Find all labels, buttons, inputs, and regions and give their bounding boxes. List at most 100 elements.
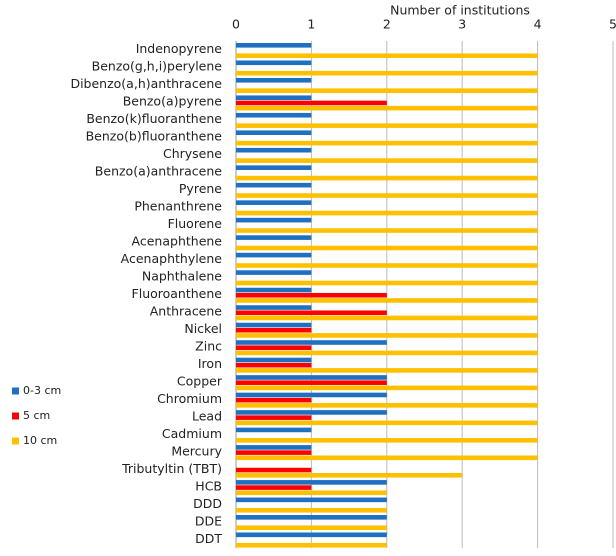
x-tick-label: 2 (383, 17, 391, 32)
bar (236, 270, 312, 275)
category-label: Fluoroanthene (132, 286, 223, 301)
bar (236, 105, 538, 111)
bar (236, 420, 538, 426)
bar (236, 480, 387, 485)
bar (236, 490, 387, 496)
bar (236, 310, 387, 316)
bar (236, 60, 312, 66)
bar (236, 165, 312, 170)
bar (236, 280, 538, 286)
bar (236, 410, 387, 415)
bar (236, 123, 538, 128)
bar (236, 158, 538, 163)
category-label: Benzo(g,h,i)perylene (92, 59, 223, 74)
bar (236, 368, 538, 373)
x-tick-label: 5 (609, 17, 616, 32)
category-label: Chrysene (163, 146, 222, 161)
bar (236, 298, 538, 303)
category-label: Copper (177, 373, 223, 388)
category-label: Benzo(k)fluoranthene (86, 111, 222, 126)
category-label: Mercury (171, 443, 222, 458)
bar (236, 525, 387, 531)
bar (236, 70, 538, 76)
axis-title: Number of institutions (390, 3, 530, 18)
bar (236, 193, 538, 198)
x-tick-label: 4 (534, 17, 542, 32)
category-label: Phenanthrene (134, 199, 222, 214)
bar (236, 305, 312, 310)
bar (236, 53, 538, 58)
bar (236, 392, 387, 398)
bar (236, 542, 387, 548)
bar (236, 375, 387, 380)
category-label: Acenaphthene (132, 234, 223, 249)
category-label: Benzo(a)anthracene (95, 164, 223, 179)
category-label: DDE (195, 513, 222, 528)
bar (236, 315, 538, 321)
bar (236, 397, 312, 403)
category-label: Dibenzo(a,h)anthracene (70, 76, 222, 91)
category-label: Lead (192, 408, 222, 423)
bar (236, 357, 312, 363)
category-label: Anthracene (150, 303, 223, 318)
bar (236, 362, 312, 368)
bar (236, 467, 312, 473)
category-label: DDT (195, 531, 222, 546)
category-label: Acenaphthylene (121, 251, 223, 266)
bar (236, 455, 538, 461)
bar (236, 130, 312, 136)
category-label: Chromium (157, 391, 222, 406)
bar (236, 43, 312, 48)
legend-label: 10 cm (23, 434, 57, 447)
bar (236, 200, 312, 205)
category-label: Benzo(a)pyrene (123, 94, 223, 109)
bar (236, 445, 312, 450)
bar (236, 333, 538, 338)
x-tick-label: 3 (458, 17, 466, 32)
x-tick-label: 0 (232, 17, 240, 32)
bar (236, 287, 312, 293)
category-label: Tributyltin (TBT) (121, 461, 222, 476)
category-label: Benzo(b)fluoranthene (86, 129, 223, 144)
bar (236, 235, 312, 240)
bar (236, 345, 312, 351)
bar (236, 95, 312, 101)
bar (236, 147, 312, 153)
bar (236, 88, 538, 93)
bar (236, 427, 312, 433)
bar (236, 217, 312, 223)
legend-swatch (12, 387, 19, 395)
category-label: Fluorene (168, 216, 223, 231)
category-label: Zinc (195, 338, 222, 353)
bar (236, 327, 312, 333)
bar (236, 532, 387, 538)
bar (236, 507, 387, 513)
bar (236, 100, 387, 106)
category-label: DDD (193, 496, 222, 511)
bar (236, 182, 312, 188)
legend-label: 5 cm (23, 409, 50, 422)
category-label: Cadmium (162, 426, 222, 441)
bar (236, 350, 538, 356)
bar (236, 292, 387, 298)
bar (236, 252, 312, 258)
legend-label: 0-3 cm (23, 384, 61, 397)
bar (236, 140, 538, 146)
bar (236, 112, 312, 118)
bar (236, 263, 538, 268)
category-label: HCB (195, 478, 222, 493)
category-label: Pyrene (179, 181, 222, 196)
bar (236, 322, 312, 328)
bar (236, 515, 387, 520)
bar (236, 485, 312, 490)
bar (236, 497, 387, 503)
bar (236, 245, 538, 251)
bar (236, 450, 312, 455)
bar (236, 210, 538, 216)
category-label: Indenopyrene (136, 41, 223, 56)
bar (236, 380, 387, 385)
category-label: Nickel (184, 321, 222, 336)
legend-swatch (12, 412, 19, 420)
x-tick-label: 1 (307, 17, 315, 32)
